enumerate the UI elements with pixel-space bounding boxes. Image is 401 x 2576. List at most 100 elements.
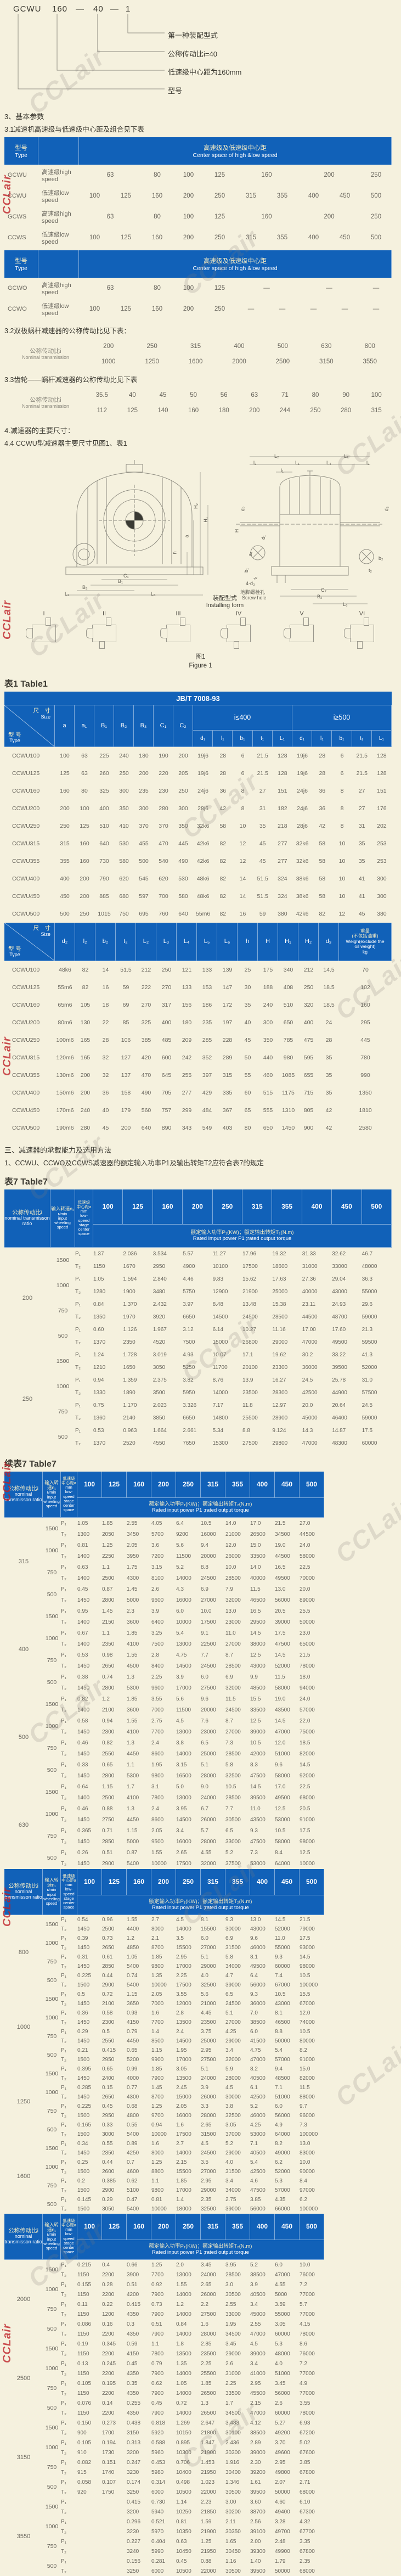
value-cell: 10250 (176, 2508, 191, 2515)
value-cell: 10.0 (300, 2159, 310, 2165)
value-cell: 2100 (102, 1707, 115, 1713)
value-cell: 7.2 (300, 2281, 307, 2288)
pt-label-cell: T₂ (61, 2370, 66, 2377)
value-cell: 1.6 (151, 2141, 159, 2147)
table-cell: 200 (121, 1125, 131, 1131)
table-cell: 27 (358, 788, 365, 794)
value-cell: 10.07 (212, 1352, 227, 1358)
table-cell: 277 (278, 840, 287, 847)
table-cell: 270 (161, 984, 172, 991)
value-cell: 39000 (275, 1619, 290, 1625)
value-cell: 26500 (250, 1531, 266, 1537)
type-en: Type (9, 738, 20, 744)
value-cell: 1.25 (102, 1542, 113, 1548)
ratio-value-cell: 1250 (145, 358, 159, 365)
value-cell: 0.88 (102, 1805, 113, 1812)
ratio-cell: 630 (18, 1822, 29, 1828)
center-distance-col-header: 450 (332, 1189, 362, 1225)
pt-label-cell: P₁ (61, 2122, 67, 2128)
code-label-assembly: 第一种装配型式 (168, 31, 218, 40)
value-cell: 1500 (77, 1982, 90, 1988)
table-cell: 175 (263, 967, 273, 973)
sub-dim-header-cell: t₁ (252, 731, 273, 747)
value-cell: 11700 (212, 1365, 228, 1371)
value-cell: 1.15 (102, 1783, 113, 1790)
table7-block: 续表7 Table7 公称传动比i nominal transmisson rati… (4, 1456, 401, 1869)
table-cell: 10 (338, 840, 346, 847)
value-cell: 2600 (102, 2169, 115, 2175)
table-cell: 352 (202, 1054, 212, 1061)
value-cell: 3230 (127, 2469, 139, 2476)
value-cell: 0.245 (102, 2360, 116, 2367)
value-cell: 9200 (176, 1531, 189, 1537)
value-cell: 4.0 (275, 2360, 283, 2367)
value-cell: 14800 (212, 1415, 228, 1421)
speed-header-en: input wheeling speed (43, 1494, 60, 1509)
value-cell: 1500 (77, 2206, 90, 2212)
table-cell: 28j6 (297, 823, 308, 829)
side-view-dim-label: L₆ (343, 602, 348, 607)
table-cell: 1015 (98, 911, 111, 917)
value-cell: 51000 (275, 2370, 290, 2377)
sub-dim-header-cell: d₁ (292, 731, 313, 747)
ratio-header-cn: 公称传动比i (8, 2227, 38, 2234)
value-cell: 0.225 (77, 1973, 92, 1979)
dim-header-cell: a (55, 705, 75, 747)
table-cell: 280 (80, 1125, 91, 1131)
value-cell: 1670 (123, 1264, 135, 1270)
value-cell: 47500 (250, 1772, 266, 1779)
installing-form-V: V (284, 610, 318, 642)
value-cell: 21.5 (300, 1652, 310, 1658)
pt-label-cell: T₂ (75, 1339, 81, 1345)
value-cell: 14500 (176, 1663, 191, 1669)
value-cell: 17.5 (300, 1827, 310, 1834)
value-cell: 2.15 (176, 2159, 187, 2165)
value-cell: 47000 (275, 2271, 290, 2278)
stage-label-cell: 低速级low speed (42, 190, 69, 204)
pt-label-cell: P₁ (61, 1849, 67, 1856)
value-cell: 13000 (176, 1728, 191, 1735)
value-cell: 1450 (77, 1816, 90, 1823)
value-cell: 1.85 (151, 2066, 162, 2072)
table-cell: 8 (241, 805, 245, 812)
speed-cell: 500 (47, 2405, 57, 2411)
value-cell: 52000 (275, 1663, 290, 1669)
value-cell: 24.0 (300, 1542, 310, 1548)
value-cell: 46500 (275, 2019, 290, 2025)
sub-dim-header-cell: l₁ (213, 731, 233, 747)
table-cell: CCWU250 (12, 1037, 40, 1043)
value-cell: 100 (89, 234, 100, 241)
table-row: GCWS 高速级high speed 63 80 100 125 160 200 250 (4, 206, 392, 227)
value-cell: 200 (324, 172, 335, 178)
pt-label-cell: T₂ (61, 1945, 66, 1951)
table-row: CCWU450 170m6 240 40 179 560 757 299 484 367 65 555… (4, 1102, 392, 1119)
value-cell: 1.55 (127, 1718, 138, 1724)
value-cell: 3920 (153, 1314, 166, 1320)
value-cell: 14.5 (250, 1630, 261, 1636)
form-shaft-up-icon (180, 618, 185, 626)
ratio-header-cn: 公称传动比i (8, 1882, 38, 1889)
table-cell: 40 (244, 1019, 251, 1026)
value-cell: 28000 (201, 2331, 216, 2337)
weight-header-line: kg (363, 949, 368, 955)
value-cell: 1.14 (176, 2499, 187, 2505)
table-cell: 128 (278, 753, 287, 759)
value-cell: 11.0 (225, 1630, 236, 1636)
value-cell: 0.22 (102, 2301, 113, 2308)
table7-ratio-group: 1250 1500 P₁ 0.395 0.65 0.99 1.85 3.05 5.1 5.9 8.2… (4, 2064, 324, 2139)
value-cell: — (263, 285, 270, 291)
pt-label-cell: T₂ (61, 2187, 66, 2193)
value-cell: 51000 (275, 2094, 290, 2100)
ratio-header-cell: 公称传动比i nominal transmisson ratio (4, 2214, 43, 2260)
value-cell: 29000 (225, 2038, 241, 2044)
value-cell: 3.97 (183, 1301, 194, 1307)
table-cell: 55 (244, 1072, 251, 1079)
table-cell: 63 (81, 770, 88, 777)
value-cell: 6.5 (225, 1991, 233, 1997)
value-cell: 1.6 (151, 2010, 159, 2016)
value-cell: 16000 (176, 1597, 191, 1603)
table-cell: 18.5 (323, 984, 335, 991)
table-cell: 253 (377, 840, 387, 847)
value-cell: 9700 (151, 2113, 164, 2119)
rated-power-subheader: 额定输入功率P₁(KW)；额定输出转矩T₂(N.m) Rated imput po… (93, 1225, 392, 1248)
